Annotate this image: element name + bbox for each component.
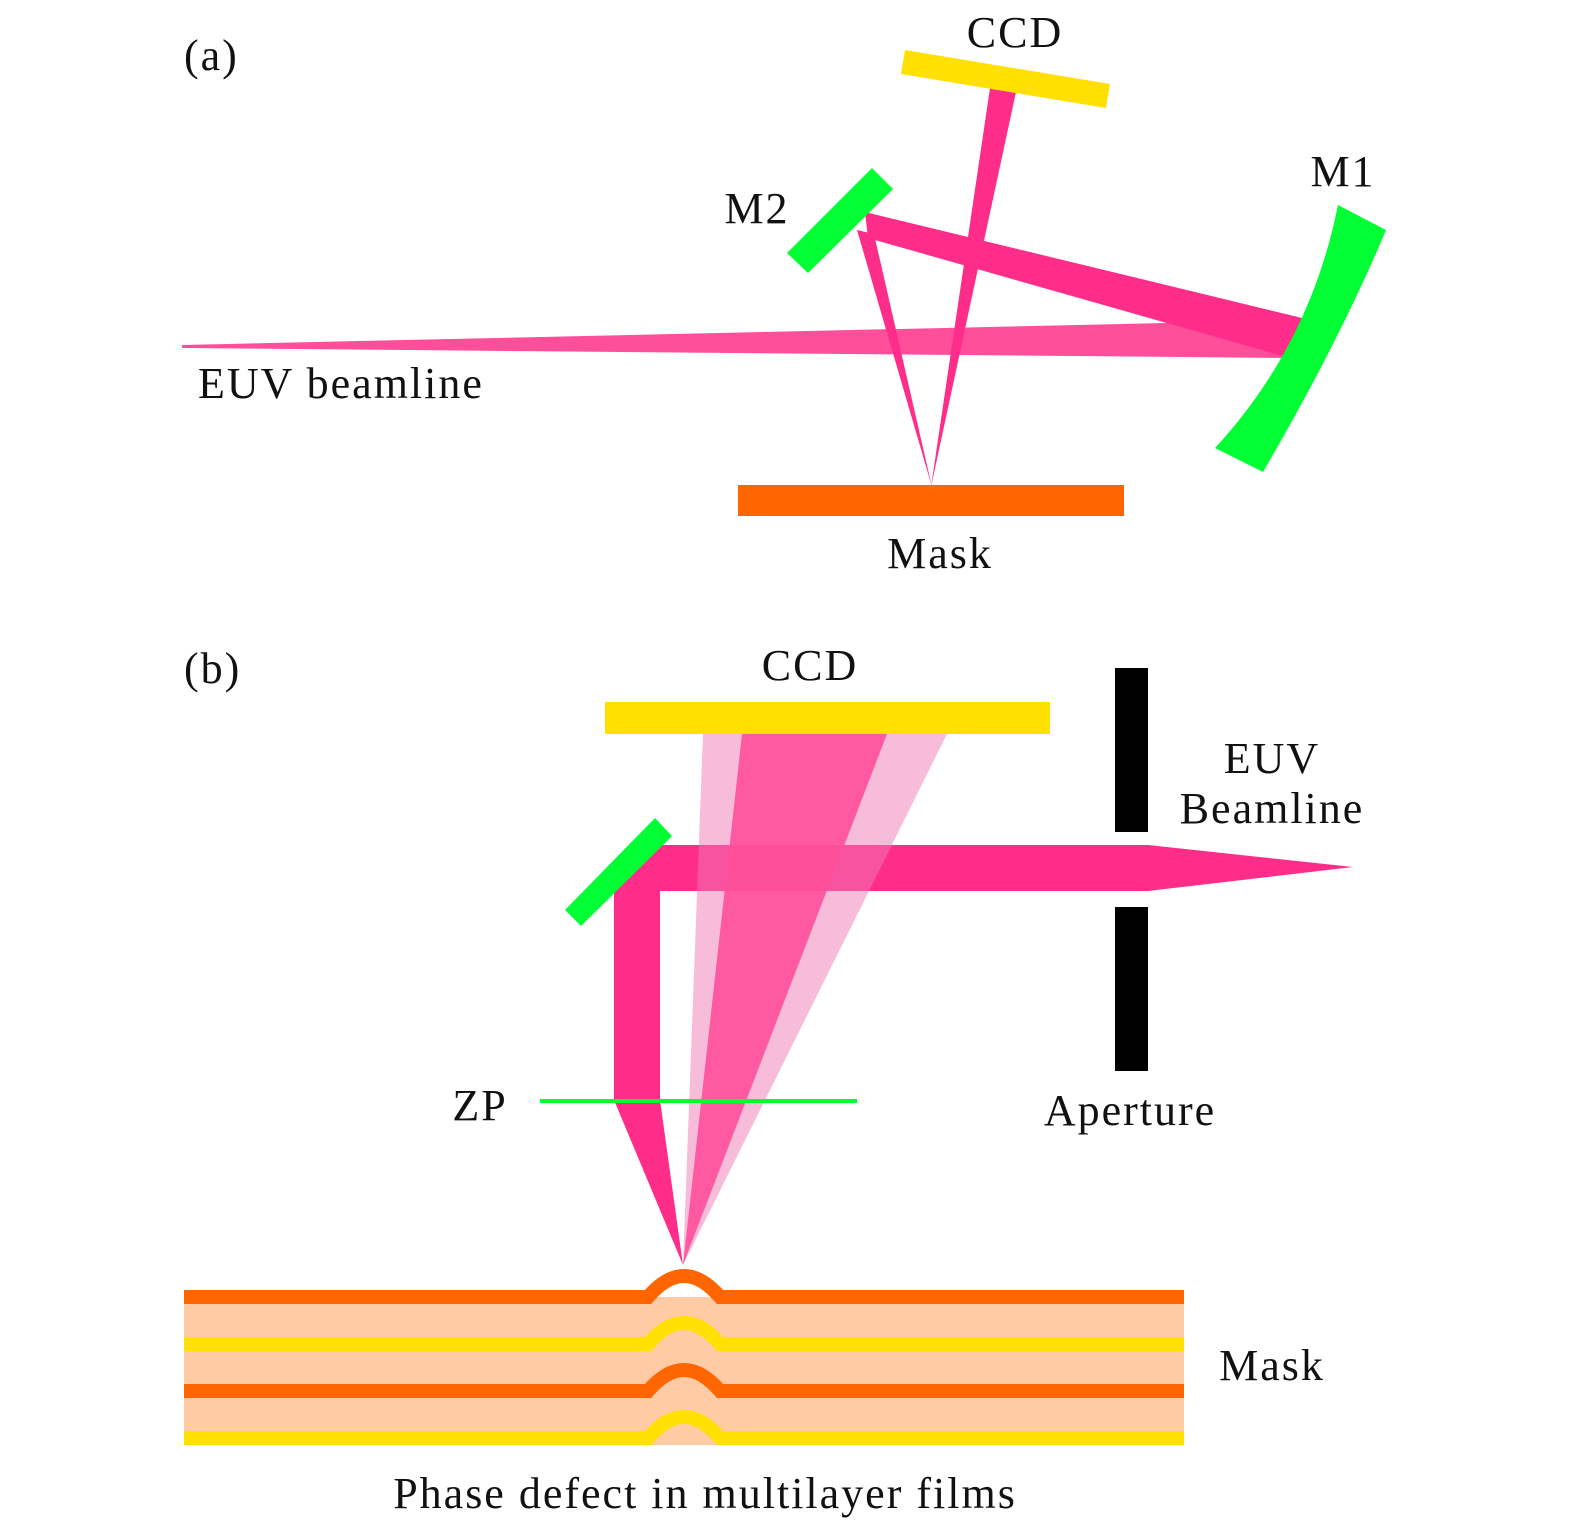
m2-label: M2 [724, 184, 789, 233]
beam-mask-to-ccd [931, 88, 1016, 487]
beamline-label: Beamline [1180, 784, 1365, 833]
ccd-b [605, 702, 1050, 734]
euv-beamline-label: EUV beamline [198, 359, 484, 408]
euv-label: EUV [1224, 734, 1320, 783]
layer-1-orange [184, 1269, 1184, 1304]
aperture-label: Aperture [1044, 1086, 1216, 1135]
aperture-top [1115, 668, 1148, 832]
layer-2-yellow [184, 1316, 1184, 1351]
mirror-m1 [1215, 205, 1386, 472]
beam-m2-to-mask [857, 230, 932, 487]
zp-label: ZP [452, 1081, 507, 1130]
ccd-a [901, 50, 1110, 108]
m1-label: M1 [1310, 147, 1375, 196]
panel-a-tag: (a) [184, 31, 239, 80]
mask-a-label: Mask [887, 529, 993, 578]
aperture-bottom [1115, 907, 1148, 1071]
euv-beam-path [614, 845, 1353, 1265]
reflected-light-cone [683, 734, 887, 1265]
caption-label: Phase defect in multilayer films [393, 1469, 1017, 1518]
layer-4-yellow [184, 1410, 1184, 1445]
ccd-a-label: CCD [967, 8, 1063, 57]
ccd-b-label: CCD [762, 641, 858, 690]
mask-b-label: Mask [1219, 1341, 1325, 1390]
panel-a: (a) CCD M1 M2 EUV beamline Mask [182, 8, 1386, 578]
panel-b: (b) CCD EUV Beamline ZP Aperture Mask Ph… [184, 641, 1365, 1518]
layer-3-orange [184, 1363, 1184, 1398]
folding-mirror [565, 818, 672, 926]
panel-b-tag: (b) [184, 644, 241, 693]
euv-beam-incoming [182, 320, 1300, 358]
multilayer-mask [184, 1269, 1184, 1445]
mirror-m2 [787, 168, 893, 273]
mask-a [738, 485, 1124, 516]
